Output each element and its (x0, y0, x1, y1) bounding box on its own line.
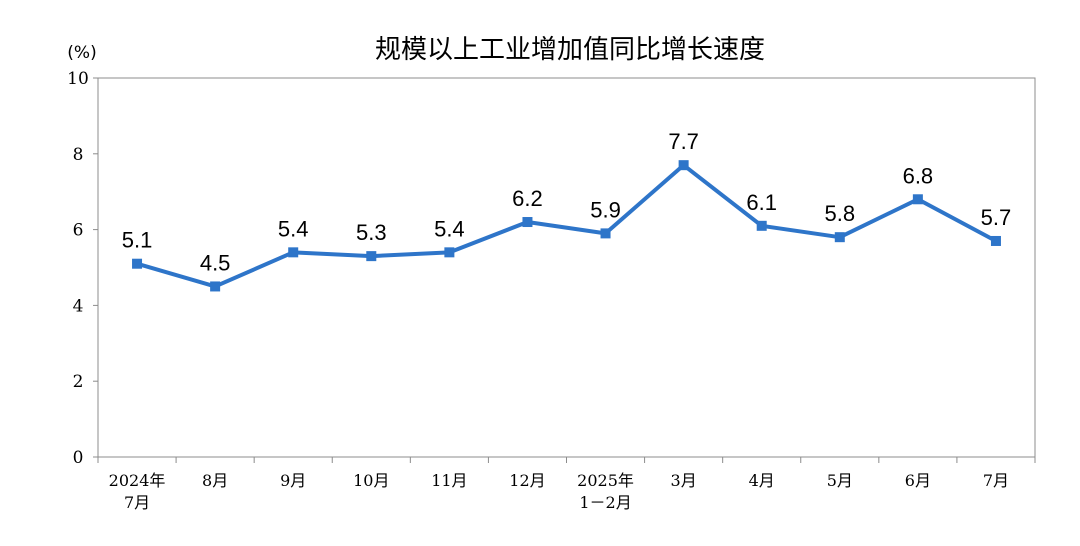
y-tick-label: 10 (67, 69, 89, 89)
y-axis-unit: (%) (67, 43, 96, 63)
data-point (522, 217, 533, 228)
x-tick-label: 3月 (671, 471, 697, 490)
x-tick-label-line: 10月 (353, 471, 389, 490)
x-tick-label-line: 3月 (671, 471, 697, 490)
data-point (444, 247, 455, 258)
data-label: 5.4 (434, 216, 465, 241)
x-tick-label: 8月 (202, 471, 228, 490)
data-label: 6.1 (746, 190, 777, 215)
data-point (288, 247, 299, 258)
chart-title: 规模以上工业增加值同比增长速度 (375, 35, 765, 65)
data-label: 6.2 (512, 186, 543, 211)
x-tick-label: 2024年 7月 (109, 471, 166, 512)
x-tick-label-line: 4月 (749, 471, 775, 490)
data-label: 5.3 (356, 220, 387, 245)
data-point (132, 258, 143, 269)
x-tick-label-line: 7月 (124, 493, 150, 512)
data-point (600, 228, 611, 239)
x-tick-label: 10月 (353, 471, 389, 490)
data-label: 6.8 (903, 163, 934, 188)
x-tick-label: 2025年 1－2月 (577, 471, 634, 512)
x-axis-ticks: 2024年 7月 8月 9月 10月 11月 12月 2025年 1－2月 3月 4月 5月 6月 7月 (97, 457, 1036, 512)
x-tick-label-line: 12月 (509, 471, 545, 490)
x-tick-label-line: 2024年 (109, 471, 166, 490)
data-point (366, 251, 377, 262)
series-line (135, 163, 998, 289)
x-tick-label: 12月 (509, 471, 545, 490)
y-tick-label: 2 (73, 372, 84, 392)
data-label: 4.5 (200, 250, 231, 275)
x-tick-label: 11月 (431, 471, 467, 490)
data-label: 5.1 (122, 228, 153, 253)
y-tick-label: 4 (73, 296, 84, 316)
data-point (756, 220, 767, 231)
data-point (912, 194, 923, 205)
x-tick-label: 6月 (905, 471, 931, 490)
data-label: 5.4 (278, 216, 309, 241)
x-tick-label: 9月 (280, 471, 306, 490)
x-tick-label-line: 2025年 (577, 471, 634, 490)
data-point (210, 281, 221, 292)
x-tick-label-line: 7月 (983, 471, 1009, 490)
x-tick-label: 7月 (983, 471, 1009, 490)
y-axis-ticks: 0 2 4 6 8 10 (67, 69, 98, 468)
y-tick-label: 8 (73, 145, 84, 165)
plot-frame (97, 77, 1036, 458)
x-tick-label-line: 5月 (827, 471, 853, 490)
x-tick-label: 5月 (827, 471, 853, 490)
x-tick-label-line: 6月 (905, 471, 931, 490)
x-tick-label-line: 8月 (202, 471, 228, 490)
y-tick-label: 0 (73, 448, 84, 468)
data-point (678, 160, 689, 171)
data-label: 7.7 (668, 129, 699, 154)
data-point (834, 232, 845, 243)
series-layer: 5.1 4.5 5.4 5.3 5.4 6.2 5.9 7.7 6.1 5.8 6.8 5.7 (122, 129, 1012, 292)
data-label: 5.9 (590, 197, 621, 222)
data-point (990, 235, 1001, 246)
x-tick-label-line: 1－2月 (579, 493, 631, 512)
x-tick-label-line: 11月 (431, 471, 467, 490)
y-tick-label: 6 (73, 221, 84, 241)
x-tick-label: 4月 (749, 471, 775, 490)
data-label: 5.7 (981, 205, 1012, 230)
x-tick-label-line: 9月 (280, 471, 306, 490)
data-label: 5.8 (824, 201, 855, 226)
